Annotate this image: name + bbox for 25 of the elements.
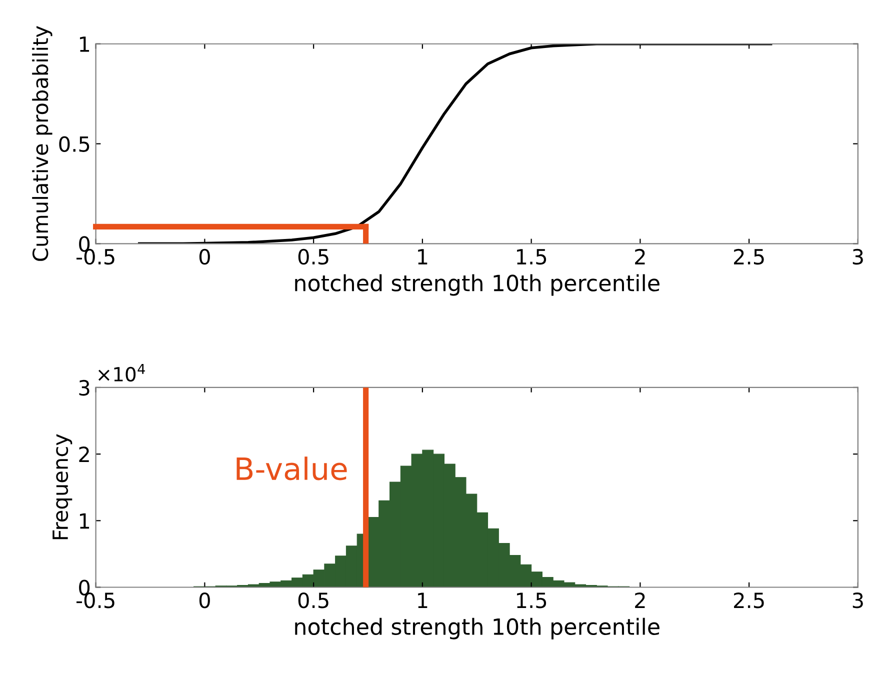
x-tick-label: 1 <box>418 592 428 608</box>
y-tick-label: 1 <box>80 36 90 52</box>
x-tick-label: 1.5 <box>517 592 546 608</box>
y-tick-label: 2 <box>79 446 89 462</box>
x-axis-title: notched strength 10th percentile <box>295 274 660 296</box>
ref-line-label: B-value <box>236 456 347 480</box>
x-tick-label: 0 <box>199 248 210 265</box>
x-tick-label: 3 <box>852 248 863 265</box>
x-axis-title: notched strength 10th percentile <box>295 618 660 640</box>
x-tick-label: 0.5 <box>298 592 328 608</box>
x-tick-label: 2 <box>635 592 645 608</box>
x-tick-label: 2.5 <box>734 248 764 265</box>
y-tick-label: 3 <box>79 380 90 396</box>
y-axis-title: Frequency <box>52 434 72 540</box>
x-tick-label: 0.5 <box>298 248 328 265</box>
y-tick-label: 1 <box>80 513 90 529</box>
x-tick-label: 3 <box>852 592 863 608</box>
x-tick-label: 1.5 <box>517 249 546 265</box>
x-tick-label: 0 <box>199 592 210 608</box>
y-tick-label: 0.5 <box>59 136 90 152</box>
x-tick-label: 2.5 <box>734 592 764 608</box>
x-tick-label: 2 <box>635 248 645 264</box>
x-tick-label: 1 <box>418 249 428 264</box>
y-axis-title: Cumulative probability <box>32 26 52 261</box>
text: ×10$^{4}$ <box>98 364 145 382</box>
